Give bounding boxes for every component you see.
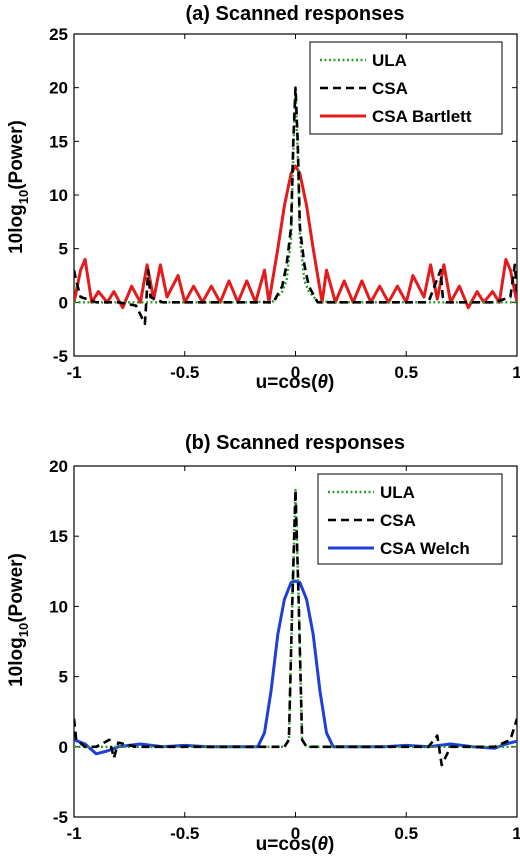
panel-a-legend-label: CSA Bartlett (372, 107, 472, 126)
panel-a-xtick-label: -1 (66, 363, 81, 382)
panel-a-legend-label: ULA (372, 51, 407, 70)
panel-a-legend (309, 41, 503, 135)
panel-a-xlabel: u=cos(θ) (256, 372, 335, 393)
panel-b-ytick-label: 15 (49, 527, 68, 546)
panel-a-xlabel-close: ) (328, 372, 334, 393)
panel-a-xtick-label: 0.5 (394, 363, 418, 382)
panel-a-legend-label: CSA (372, 79, 408, 98)
panel-a-xtick-label: -0.5 (170, 363, 199, 382)
panel-a-ytick-label: 5 (59, 240, 68, 259)
panel-a-series-csa (74, 86, 517, 326)
panel-b-xtick-label: 0 (291, 824, 300, 843)
panel-a-ytick-label: 0 (59, 293, 68, 312)
panel-b-series-csa (74, 488, 517, 767)
panel-b-legend-label: CSA (380, 511, 416, 530)
panel-b-ytick-label: 5 (59, 668, 68, 687)
panel-a-ylabel: 10log10(Power) (6, 120, 31, 254)
panel-a-ytick-label: 15 (49, 132, 68, 151)
panel-b-xlabel: u=cos(θ) (256, 834, 335, 855)
panel-b-plot-area: -1 -0.5 0 0.5 1 -5 0 5 10 15 20 ULA CSA CSA Welch (49, 457, 520, 843)
panel-b-ytick-label: 10 (49, 597, 68, 616)
panel-b-ytick-label: 20 (49, 457, 68, 476)
panel-a-ytick-label: 10 (49, 186, 68, 205)
panel-b-xtick-label: -0.5 (170, 824, 199, 843)
panel-a-ytick-label: 25 (49, 25, 68, 44)
panel-a-ytick-label: 20 (49, 79, 68, 98)
panel-b-legend-label: ULA (380, 483, 415, 502)
panel-b-ytick-label: -5 (53, 808, 68, 827)
panel-a-plot-area: -1 -0.5 0 0.5 1 -5 0 5 10 15 20 25 ULA CSA CSA Bartlet… (49, 25, 520, 382)
panel-a: (a) Scanned responses -1 -0.5 0 0.5 1 -5 0 5 10 1… (6, 3, 520, 393)
panel-b-ytick-label: 0 (59, 738, 68, 757)
panel-b-ylabel: 10log10(Power) (6, 553, 31, 687)
panel-a-title: (a) Scanned responses (186, 3, 405, 25)
panel-b-legend-label: CSA Welch (380, 539, 470, 558)
panel-a-xlabel-theta: θ (317, 372, 328, 393)
panel-a-ytick-label: -5 (53, 347, 68, 366)
panel-b: (b) Scanned responses -1 -0.5 0 0.5 1 -5 0 5 10 1… (6, 432, 520, 855)
panel-a-xtick-label: 1 (512, 363, 520, 382)
panel-a-xlabel-text: u=cos( (256, 372, 318, 393)
panel-b-title: (b) Scanned responses (185, 432, 405, 454)
panel-b-xtick-label: 0.5 (394, 824, 418, 843)
panel-a-series-csa-bartlett (74, 164, 517, 310)
panel-b-xtick-label: 1 (512, 824, 520, 843)
panel-a-xtick-label: 0 (291, 363, 300, 382)
panel-b-xtick-label: -1 (66, 824, 81, 843)
